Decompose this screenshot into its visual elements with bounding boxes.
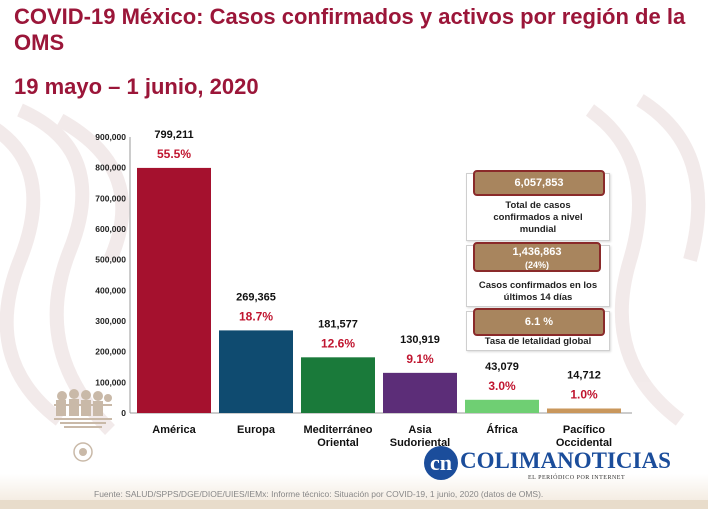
bottom-bar: [0, 500, 708, 509]
lethality-value: 6.1 %: [473, 308, 605, 336]
recent-cases-pct: (24%): [524, 260, 549, 270]
y-tick-label: 600,000: [95, 224, 126, 234]
value-label: 130,919: [400, 334, 440, 346]
category-label: Occidental: [556, 437, 612, 449]
watermark: cn COLIMANOTICIAS EL PERIÓDICO POR INTER…: [424, 446, 674, 488]
bar: [383, 372, 457, 413]
recent-cases-value: 1,436,863: [512, 246, 562, 258]
y-tick-label: 700,000: [95, 193, 126, 203]
y-tick-label: 200,000: [95, 347, 126, 357]
watermark-logo: cn: [424, 446, 458, 480]
source-note: Fuente: SALUD/SPPS/DGE/DIOE/UIES/IEMx: I…: [94, 489, 544, 499]
value-label: 269,365: [236, 291, 276, 303]
bar: [547, 408, 621, 413]
y-tick-label: 0: [121, 408, 126, 418]
bar: [219, 330, 293, 413]
category-label: Mediterráneo: [303, 424, 372, 436]
y-tick-label: 300,000: [95, 316, 126, 326]
y-tick-label: 100,000: [95, 377, 126, 387]
recent-cases-caption: Casos confirmados en los últimos 14 días: [478, 280, 598, 303]
bar: [301, 357, 375, 413]
value-label: 181,577: [318, 318, 358, 330]
date-range: 19 mayo – 1 junio, 2020: [14, 74, 259, 99]
total-cases-box: 6,057,853 Total de casos confirmados a n…: [466, 170, 610, 241]
watermark-tagline: EL PERIÓDICO POR INTERNET: [528, 475, 626, 481]
category-label: América: [152, 424, 196, 436]
category-label: Europa: [237, 424, 276, 436]
lethality-box: 6.1 % Tasa de letalidad global: [466, 308, 610, 351]
category-label: África: [486, 423, 518, 436]
bar: [137, 167, 211, 413]
value-label: 14,712: [567, 369, 601, 381]
percent-label: 9.1%: [406, 352, 434, 366]
percent-label: 12.6%: [321, 336, 355, 350]
recent-cases-pill: 1,436,863 (24%): [473, 242, 601, 272]
government-emblem: [54, 389, 112, 462]
y-tick-label: 500,000: [95, 255, 126, 265]
chart-title: COVID-19 México: Casos confirmados y act…: [14, 4, 686, 55]
category-label: Asia: [408, 424, 432, 436]
percent-label: 55.5%: [157, 147, 191, 161]
value-label: 799,211: [154, 129, 193, 141]
watermark-brand: COLIMANOTICIAS: [460, 448, 671, 473]
lethality-caption: Tasa de letalidad global: [484, 336, 592, 347]
y-tick-label: 800,000: [95, 163, 126, 173]
total-cases-value: 6,057,853: [473, 170, 605, 196]
value-label: 43,079: [485, 361, 519, 373]
recent-cases-box: 1,436,863 (24%) Casos confirmados en los…: [466, 242, 610, 307]
category-label: Pacífico: [563, 424, 605, 436]
percent-label: 1.0%: [570, 387, 598, 401]
percent-label: 18.7%: [239, 309, 273, 323]
y-tick-label: 400,000: [95, 285, 126, 295]
info-panel: 6,057,853 Total de casos confirmados a n…: [466, 167, 610, 351]
y-tick-label: 900,000: [95, 132, 126, 142]
percent-label: 3.0%: [488, 379, 516, 393]
total-cases-caption: Total de casos confirmados a nivel mundi…: [493, 200, 583, 235]
category-label: Oriental: [317, 437, 359, 449]
bar: [465, 399, 539, 413]
